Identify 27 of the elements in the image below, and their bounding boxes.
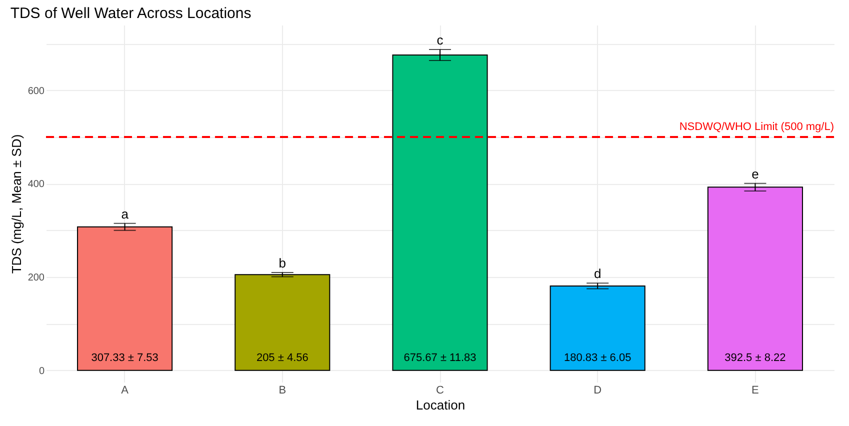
annotation: b (278, 256, 286, 271)
bar (234, 274, 330, 371)
y-tick-label: 0 (38, 366, 45, 377)
data-label: 392.5 ± 8.22 (724, 352, 786, 364)
x-tick-label: B (278, 384, 286, 396)
bar (550, 285, 646, 371)
x-tick-label: A (121, 384, 130, 396)
data-label: 180.83 ± 6.05 (564, 352, 632, 364)
bar (77, 226, 173, 371)
data-label: 675.67 ± 11.83 (404, 352, 476, 364)
chart-title: TDS of Well Water Across Locations (10, 5, 252, 22)
x-axis-title: Location (416, 398, 466, 412)
x-tick-label: D (594, 384, 602, 396)
bar (707, 186, 803, 371)
annotation: d (594, 266, 602, 282)
annotation: c (436, 32, 444, 48)
annotation: e (752, 166, 759, 182)
data-label: 307.33 ± 7.53 (91, 352, 158, 364)
y-tick-label: 400 (28, 179, 45, 190)
data-label: 205 ± 4.56 (256, 352, 308, 364)
ref-line-label: NSDWQ/WHO Limit (500 mg/L) (679, 121, 834, 133)
y-axis-title: TDS (mg/L, Mean ± SD) (8, 134, 24, 274)
y-tick-label: 200 (28, 272, 45, 284)
annotation: a (121, 206, 130, 222)
y-tick-label: 600 (28, 86, 45, 97)
x-tick-label: C (436, 384, 444, 396)
x-tick-label: E (752, 384, 759, 396)
